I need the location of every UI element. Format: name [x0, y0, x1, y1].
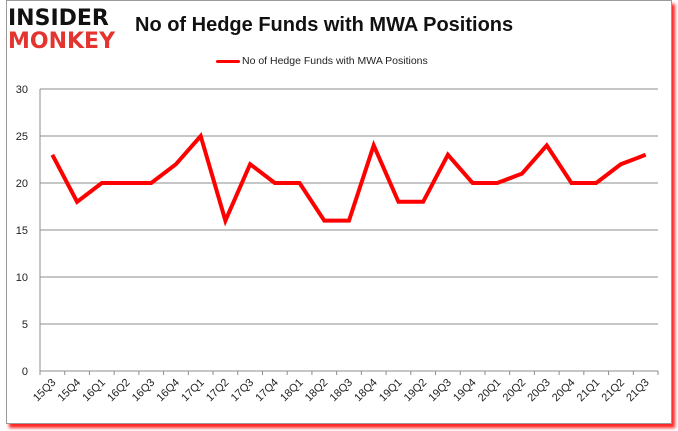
- x-tick-label: 20Q3: [525, 377, 553, 405]
- x-tick-label: 20Q4: [550, 377, 578, 405]
- y-tick-label: 5: [22, 319, 28, 331]
- x-tick-label: 17Q2: [204, 377, 232, 405]
- legend-line-swatch-icon: [216, 59, 240, 63]
- y-tick-label: 0: [22, 366, 28, 378]
- y-tick-label: 15: [16, 225, 28, 237]
- x-tick-label: 17Q1: [179, 377, 207, 405]
- x-tick-label: 21Q1: [575, 377, 603, 405]
- y-tick-label: 25: [16, 131, 28, 143]
- x-tick-label: 17Q3: [229, 377, 257, 405]
- x-tick-label: 19Q1: [377, 377, 405, 405]
- y-tick-label: 20: [16, 178, 28, 190]
- x-tick-label: 19Q3: [426, 377, 454, 405]
- insider-monkey-logo: INSIDER MONKEY: [8, 8, 115, 53]
- y-tick-label: 30: [16, 84, 28, 96]
- x-tick-label: 18Q2: [303, 377, 331, 405]
- series-line: [50, 131, 647, 227]
- x-tick-label: 20Q1: [476, 377, 504, 405]
- logo-line-2: MONKEY: [8, 29, 116, 54]
- x-tick-label: 16Q1: [80, 377, 108, 405]
- x-tick-label: 18Q3: [328, 377, 356, 405]
- logo-line-1: INSIDER: [8, 6, 109, 31]
- x-tick-label: 20Q2: [501, 377, 529, 405]
- y-tick-label: 10: [16, 272, 28, 284]
- chart-legend: No of Hedge Funds with MWA Positions: [216, 55, 428, 67]
- x-tick-label: 18Q1: [278, 377, 306, 405]
- x-tick-label: 15Q3: [31, 377, 59, 405]
- chart-frame: [6, 0, 672, 424]
- x-tick-label: 21Q2: [600, 377, 628, 405]
- x-tick-label: 17Q4: [253, 377, 281, 405]
- x-tick-label: 16Q4: [155, 377, 183, 405]
- x-tick-label: 21Q3: [624, 377, 652, 405]
- x-tick-label: 16Q2: [105, 377, 133, 405]
- chart-title: No of Hedge Funds with MWA Positions: [135, 14, 514, 36]
- x-tick-label: 19Q4: [451, 377, 479, 405]
- x-tick-label: 16Q3: [130, 377, 158, 405]
- x-tick-label: 19Q2: [402, 377, 430, 405]
- x-tick-label: 15Q4: [56, 377, 84, 405]
- x-tick-label: 18Q4: [352, 377, 380, 405]
- legend-label: No of Hedge Funds with MWA Positions: [242, 55, 428, 67]
